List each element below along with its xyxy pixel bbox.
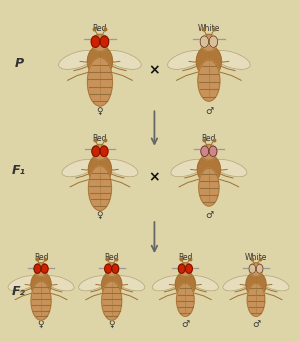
Text: Red: Red <box>104 253 119 262</box>
Ellipse shape <box>200 36 208 47</box>
Text: ♂: ♂ <box>252 320 260 329</box>
Ellipse shape <box>44 276 74 291</box>
Ellipse shape <box>87 46 112 77</box>
Ellipse shape <box>249 263 262 277</box>
Ellipse shape <box>188 276 218 291</box>
Ellipse shape <box>62 159 97 177</box>
Ellipse shape <box>212 159 247 177</box>
Ellipse shape <box>88 155 112 184</box>
Ellipse shape <box>223 276 253 291</box>
Text: P: P <box>14 57 23 70</box>
Ellipse shape <box>176 283 194 316</box>
Ellipse shape <box>105 263 118 277</box>
Ellipse shape <box>209 36 218 47</box>
Text: Red: Red <box>93 134 107 143</box>
Text: ×: × <box>148 63 160 77</box>
Ellipse shape <box>199 168 219 206</box>
FancyBboxPatch shape <box>182 271 189 278</box>
FancyBboxPatch shape <box>37 271 45 278</box>
Ellipse shape <box>41 264 48 273</box>
FancyBboxPatch shape <box>108 271 116 278</box>
Text: ♀: ♀ <box>97 211 103 220</box>
Ellipse shape <box>102 272 122 297</box>
Ellipse shape <box>247 283 265 316</box>
FancyBboxPatch shape <box>205 154 213 162</box>
Text: ♀: ♀ <box>97 107 103 116</box>
Ellipse shape <box>246 272 266 297</box>
FancyBboxPatch shape <box>95 45 104 53</box>
Text: White: White <box>245 253 267 262</box>
Ellipse shape <box>167 50 205 69</box>
Ellipse shape <box>34 263 48 277</box>
Text: ♀: ♀ <box>38 320 44 329</box>
Ellipse shape <box>171 159 206 177</box>
Ellipse shape <box>185 264 192 273</box>
Ellipse shape <box>58 50 96 69</box>
Ellipse shape <box>31 272 51 297</box>
Text: Red: Red <box>34 253 48 262</box>
Ellipse shape <box>201 34 217 51</box>
Text: ♂: ♂ <box>205 211 213 220</box>
Text: ♂: ♂ <box>205 107 213 116</box>
Ellipse shape <box>100 36 109 47</box>
Ellipse shape <box>196 46 221 77</box>
Ellipse shape <box>179 263 192 277</box>
Ellipse shape <box>34 264 41 273</box>
Ellipse shape <box>87 58 112 106</box>
Text: F₁: F₁ <box>12 164 26 177</box>
Ellipse shape <box>201 146 209 157</box>
Ellipse shape <box>213 50 250 69</box>
Text: ×: × <box>148 170 160 184</box>
Ellipse shape <box>197 155 220 184</box>
Ellipse shape <box>112 264 119 273</box>
Ellipse shape <box>92 145 107 160</box>
Text: Red: Red <box>202 134 216 143</box>
Ellipse shape <box>178 264 185 273</box>
Ellipse shape <box>92 146 100 157</box>
Ellipse shape <box>209 146 217 157</box>
Ellipse shape <box>103 159 138 177</box>
FancyBboxPatch shape <box>204 45 213 53</box>
Ellipse shape <box>102 281 122 320</box>
Ellipse shape <box>256 264 263 273</box>
Text: F₂: F₂ <box>12 285 26 298</box>
Ellipse shape <box>100 146 108 157</box>
Text: ♀: ♀ <box>108 320 115 329</box>
Text: ♂: ♂ <box>181 320 189 329</box>
Ellipse shape <box>175 272 195 297</box>
FancyBboxPatch shape <box>96 154 104 162</box>
Text: Red: Red <box>178 253 193 262</box>
Ellipse shape <box>103 50 141 69</box>
Ellipse shape <box>79 276 109 291</box>
Ellipse shape <box>115 276 145 291</box>
Ellipse shape <box>8 276 38 291</box>
Ellipse shape <box>92 34 108 51</box>
Ellipse shape <box>88 166 112 210</box>
FancyBboxPatch shape <box>252 271 260 278</box>
Text: Red: Red <box>93 24 107 33</box>
Ellipse shape <box>259 276 289 291</box>
Ellipse shape <box>249 264 256 273</box>
Ellipse shape <box>152 276 182 291</box>
Ellipse shape <box>198 60 220 101</box>
Text: White: White <box>198 24 220 33</box>
Ellipse shape <box>31 281 51 320</box>
Ellipse shape <box>91 36 100 47</box>
Ellipse shape <box>201 145 217 160</box>
Ellipse shape <box>105 264 112 273</box>
